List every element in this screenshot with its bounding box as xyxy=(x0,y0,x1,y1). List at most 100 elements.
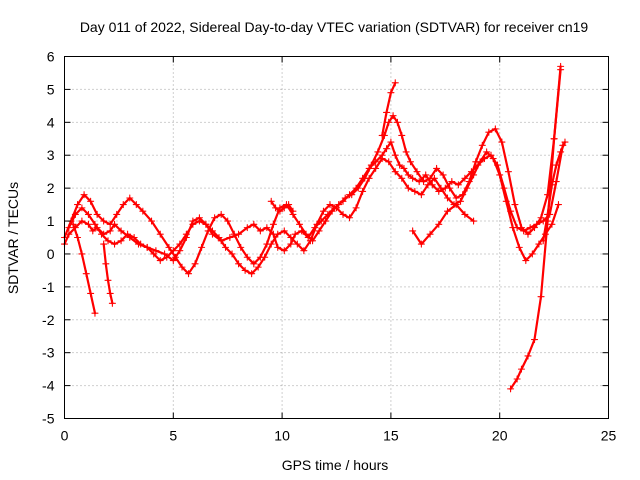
data-point xyxy=(483,148,491,156)
data-point xyxy=(402,148,410,156)
data-point xyxy=(496,171,504,179)
data-point xyxy=(178,263,186,271)
x-axis-label: GPS time / hours xyxy=(282,457,389,473)
data-point xyxy=(291,230,299,238)
data-point xyxy=(104,237,112,245)
data-point xyxy=(124,230,132,238)
data-point xyxy=(326,201,334,209)
data-point xyxy=(80,191,88,199)
data-point xyxy=(544,210,552,219)
data-point xyxy=(300,247,308,255)
y-tick-label: 2 xyxy=(47,180,55,196)
y-tick-label: 5 xyxy=(47,81,55,97)
data-point xyxy=(272,204,280,212)
data-point xyxy=(208,227,217,235)
x-tick-label: 10 xyxy=(274,428,290,444)
x-tick-label: 25 xyxy=(601,428,617,444)
y-tick-label: -3 xyxy=(42,345,55,361)
data-point xyxy=(393,118,401,126)
data-point xyxy=(515,243,523,251)
data-point xyxy=(126,194,134,202)
data-point xyxy=(87,289,95,297)
data-point xyxy=(243,253,251,261)
data-point xyxy=(535,240,543,248)
data-point xyxy=(400,164,408,172)
data-series-3 xyxy=(65,148,563,278)
data-point xyxy=(78,204,86,212)
data-point xyxy=(478,141,486,149)
data-point xyxy=(372,164,380,172)
data-point xyxy=(91,309,99,317)
axis-ticks: 0 5 10 15 20 25 -5 -4 -3 -2 -1 0 1 2 3 4 5 6 xyxy=(42,49,616,444)
data-point xyxy=(248,270,256,278)
data-point xyxy=(250,260,258,268)
data-point xyxy=(235,260,243,268)
data-point xyxy=(287,240,295,248)
data-point xyxy=(424,181,432,189)
data-point xyxy=(211,214,219,222)
data-point xyxy=(387,138,395,146)
data-point xyxy=(82,270,90,278)
data-point xyxy=(169,247,177,255)
data-point xyxy=(65,224,73,232)
data-point xyxy=(267,240,275,248)
data-point xyxy=(274,230,282,238)
data-point xyxy=(243,224,251,232)
data-point xyxy=(280,227,288,235)
data-point xyxy=(78,250,86,258)
data-point xyxy=(106,227,114,235)
data-point xyxy=(221,243,230,251)
data-point xyxy=(341,194,349,202)
data-point xyxy=(198,243,206,251)
data-point xyxy=(184,270,193,278)
data-point xyxy=(443,194,452,202)
data-point xyxy=(267,197,275,205)
data-point xyxy=(339,210,347,219)
data-point xyxy=(106,289,114,297)
data-point xyxy=(365,174,373,182)
data-point xyxy=(132,201,140,209)
y-tick-label: -2 xyxy=(42,312,55,328)
data-point xyxy=(511,201,519,209)
series-trace xyxy=(63,68,562,275)
data-series-7 xyxy=(378,79,399,140)
data-point xyxy=(100,217,108,225)
data-point xyxy=(202,220,210,228)
data-point xyxy=(215,233,223,242)
data-point xyxy=(557,148,565,156)
data-point xyxy=(285,201,293,209)
data-point xyxy=(93,210,101,219)
data-point xyxy=(171,253,180,261)
data-point xyxy=(437,184,445,192)
data-point xyxy=(289,207,297,215)
data-point xyxy=(385,118,393,126)
data-point xyxy=(354,184,362,192)
data-point xyxy=(108,299,116,307)
data-series-6 xyxy=(267,197,297,215)
data-point xyxy=(378,131,386,140)
data-point xyxy=(106,220,114,228)
data-point xyxy=(537,214,545,222)
data-point xyxy=(226,233,234,242)
data-point xyxy=(104,276,112,284)
data-point xyxy=(398,131,406,140)
data-point xyxy=(263,224,271,232)
data-point xyxy=(485,128,493,136)
data-series-group xyxy=(60,62,569,393)
data-series-9 xyxy=(507,62,565,393)
data-point xyxy=(409,227,417,235)
data-point xyxy=(165,243,173,251)
y-tick-label: 1 xyxy=(47,213,55,229)
data-point xyxy=(352,204,360,212)
data-point xyxy=(143,243,151,251)
data-point xyxy=(391,79,399,87)
data-point xyxy=(537,293,545,301)
data-point xyxy=(524,352,532,360)
data-point xyxy=(117,237,125,245)
series-trace xyxy=(72,223,97,315)
data-point xyxy=(417,191,425,199)
data-point xyxy=(269,220,277,228)
data-point xyxy=(489,154,497,163)
data-point xyxy=(476,158,484,166)
data-point xyxy=(150,250,158,258)
